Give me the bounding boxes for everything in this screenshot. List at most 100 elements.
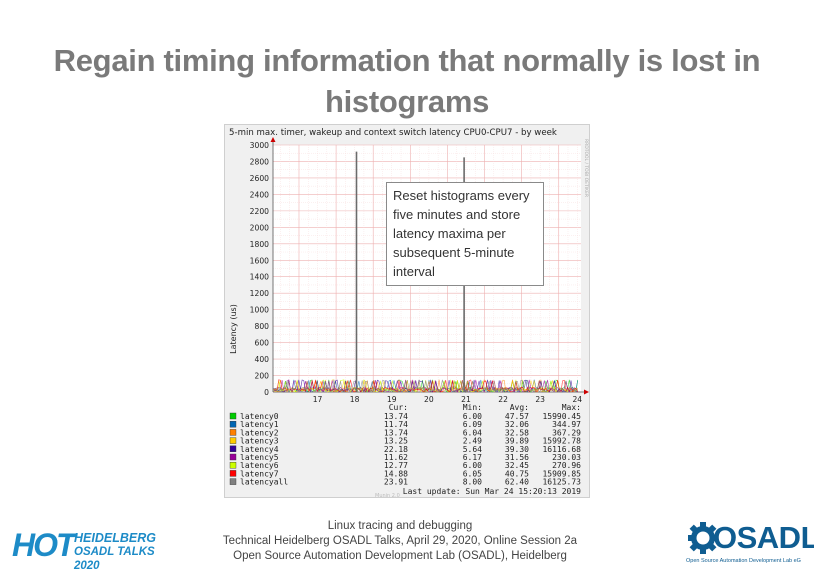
osadl-tagline: Open Source Automation Development Lab e… [686,558,801,564]
legend-value-min: 6.05 [463,469,482,478]
legend-value-avg: 31.56 [505,453,529,462]
legend-swatch-latency7 [229,470,237,477]
legend-value-cur: 11.62 [384,453,408,462]
legend-value-max: 230.03 [552,453,581,462]
legend-value-avg: 62.40 [505,478,529,487]
munin-watermark: Munin 2.0 [375,493,400,499]
y-axis-arrow [270,137,276,142]
legend-value-max: 15990.45 [542,412,581,421]
y-tick-label: 2800 [250,157,269,166]
legend-value-min: 6.00 [463,461,482,470]
series-line-latencyall [273,379,578,393]
series-line-latency6 [273,379,578,393]
legend-value-avg: 32.45 [505,461,529,470]
legend-name: latency2 [240,428,279,437]
y-tick-label: 2600 [250,174,269,183]
rrdtool-side-label: RRDTOOL / TOBI OETIKER [583,139,589,197]
footer-line-2: Technical Heidelberg OSADL Talks, April … [222,535,578,547]
legend-name: latency6 [240,461,279,470]
legend-name: latency4 [240,445,279,454]
legend-value-min: 5.64 [463,445,482,454]
y-tick-label: 1000 [250,306,269,315]
x-tick-label: 24 [572,395,582,404]
legend-value-cur: 11.74 [384,420,408,429]
legend-swatch-latencyall [229,478,237,485]
x-tick-labels: 17 18 19 20 21 22 23 24 [313,395,583,404]
legend-swatch-latency4 [229,445,237,452]
legend-name: latency7 [240,469,279,478]
legend-table: Cur: Min: Avg: Max: latency0 13.74 6.00 47.57 15… [229,403,581,487]
hot-heidelberg-logo: HOT HEIDELBERG OSADL TALKS 2020 [12,527,182,572]
footer-line-3: Open Source Automation Development Lab (… [233,550,567,562]
x-tick-label: 19 [387,395,397,404]
osadl-wordmark: OSADL [713,520,814,555]
y-tick-label: 1400 [250,273,269,282]
legend-value-max: 367.29 [552,428,581,437]
hot-logo-mark: HOT [12,527,76,563]
legend-value-cur: 13.25 [384,437,408,446]
legend-swatch-latency0 [229,412,237,420]
series-line-latency4 [273,379,578,393]
y-tick-label: 2200 [250,207,269,216]
legend-value-min: 6.04 [463,428,482,437]
x-axis-arrow [584,389,589,395]
x-tick-label: 18 [350,395,360,404]
legend-value-max: 15992.78 [542,437,581,446]
legend-header: Min: [463,403,482,412]
legend-value-avg: 32.06 [505,420,529,429]
legend-value-max: 15909.85 [542,469,581,478]
latency-chart-panel: 0 200 400 600 800 1000 1200 1400 1600 1800 2000 220… [224,124,590,499]
legend-value-cur: 23.91 [384,478,408,487]
footer-text: Linux tracing and debugging Technical He… [200,519,600,564]
legend-value-min: 2.49 [463,437,482,446]
legend-value-max: 270.96 [552,461,581,470]
legend-value-avg: 39.30 [505,445,529,454]
y-tick-label: 1600 [250,256,269,265]
legend-value-avg: 40.75 [505,469,529,478]
legend-value-max: 344.97 [552,420,581,429]
x-tick-label: 22 [498,395,508,404]
chart-axes [270,137,589,395]
legend-name: latencyall [240,478,288,487]
hot-logo-line-1: HEIDELBERG [74,531,156,545]
legend-swatch-latency5 [229,453,237,461]
legend-name: latency1 [240,420,279,429]
y-tick-label: 200 [255,372,270,381]
legend-name: latency3 [240,437,279,446]
y-axis-label: Latency (us) [229,304,238,354]
legend-name: latency0 [240,412,279,421]
slide-title: Regain timing information that normally … [0,40,814,122]
legend-value-min: 8.00 [463,478,482,487]
gear-icon [688,522,718,554]
y-tick-label: 1800 [250,240,269,249]
legend-swatch-latency6 [229,462,237,469]
x-tick-label: 20 [424,395,434,404]
last-update-text: Last update: Sun Mar 24 15:20:13 2019 [403,487,581,496]
y-tick-label: 0 [264,388,269,397]
legend-header: Avg: [510,403,529,412]
baseline-noise [273,379,578,393]
legend-swatch-latency3 [229,437,237,444]
y-tick-label: 1200 [250,289,269,298]
legend-header: Cur: [389,403,408,412]
legend-value-min: 6.09 [463,420,482,429]
hot-logo-line-2: OSADL TALKS 2020 [74,546,155,572]
legend-value-avg: 39.89 [505,437,529,446]
y-tick-label: 800 [255,322,270,331]
legend-value-avg: 47.57 [505,412,529,421]
legend-value-max: 16125.73 [542,478,581,487]
series-line-latency5 [273,379,578,393]
legend-value-avg: 32.58 [505,428,529,437]
footer-line-1: Linux tracing and debugging [327,520,473,532]
legend-value-min: 6.00 [463,412,482,421]
y-tick-label: 400 [255,355,270,364]
y-tick-labels: 0 200 400 600 800 1000 1200 1400 1600 1800 2000 220… [250,141,269,397]
y-tick-label: 2400 [250,190,269,199]
legend-value-cur: 13.74 [384,412,408,421]
legend-value-cur: 13.74 [384,428,408,437]
legend-value-max: 16116.68 [542,445,581,454]
slide-title-line-2: histograms [324,84,490,119]
osadl-logo: OSADL Open Source Automation Development… [684,516,814,572]
slide-title-line-1: Regain timing information that normally … [53,43,761,78]
annotation-callout: Reset histograms every five minutes and … [386,182,544,286]
